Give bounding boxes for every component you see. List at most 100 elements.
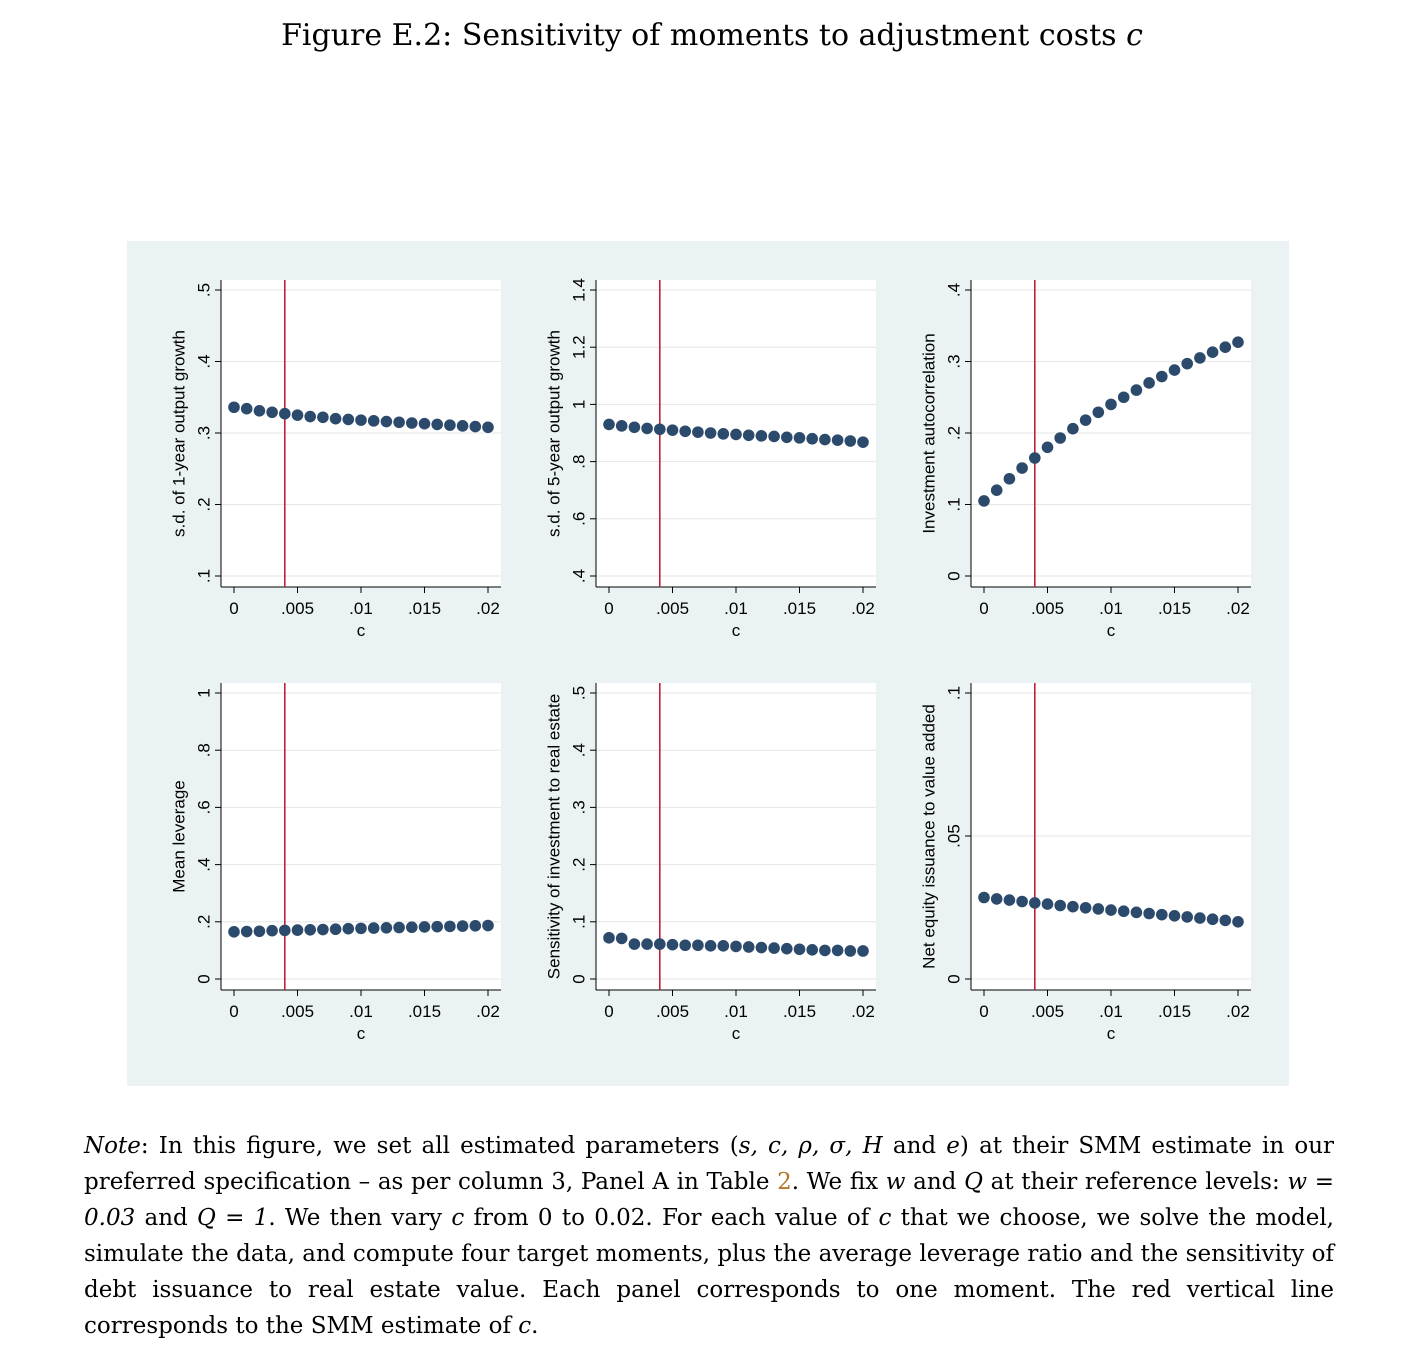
chart-panel-2: .4 .6 .8 1 1.2 1.4 0 .005 .01 .015 .02 c s.d. of 5-y…: [545, 278, 876, 640]
data-point: [418, 417, 431, 430]
note-text-8: . We then vary: [268, 1205, 452, 1231]
data-point: [1168, 364, 1181, 376]
x-axis-title: c: [732, 1024, 741, 1043]
x-tick-label: .02: [851, 599, 875, 618]
data-point: [831, 944, 844, 957]
data-point: [781, 431, 793, 444]
data-point: [1232, 916, 1244, 928]
data-point: [253, 925, 266, 938]
y-tick-label: .05: [945, 824, 964, 848]
y-tick-label: .4: [570, 569, 589, 583]
data-point: [990, 484, 1003, 497]
y-axis-title: s.d. of 5-year output growth: [545, 330, 564, 537]
data-point: [1054, 899, 1066, 912]
x-tick-label: 0: [604, 1002, 613, 1021]
data-point: [1079, 901, 1092, 914]
data-point: [456, 920, 469, 932]
data-point: [1029, 897, 1041, 909]
data-point: [1206, 913, 1219, 926]
data-point: [228, 401, 240, 414]
data-point: [628, 421, 641, 434]
data-point: [1181, 357, 1193, 370]
data-point: [1143, 907, 1155, 920]
data-point: [1143, 377, 1155, 389]
x-axis-title: c: [357, 621, 366, 640]
note-text-1: : In this figure, we set all estimated p…: [140, 1133, 739, 1159]
y-tick-label: 0: [570, 974, 589, 983]
data-point: [253, 405, 266, 417]
data-point: [1156, 908, 1168, 921]
data-point: [1156, 370, 1168, 383]
y-tick-label: .2: [195, 915, 214, 929]
data-point: [317, 923, 329, 936]
data-point: [717, 940, 730, 952]
note-params: s, c, ρ, σ, H: [738, 1133, 883, 1159]
data-point: [692, 426, 704, 438]
x-tick-label: .015: [1158, 599, 1191, 618]
data-point: [380, 415, 393, 428]
data-point: [1079, 414, 1092, 426]
x-tick-label: 0: [979, 599, 988, 618]
data-point: [1041, 441, 1054, 454]
data-point: [692, 939, 704, 952]
data-point: [469, 920, 482, 932]
x-tick-label: .02: [1226, 1002, 1250, 1021]
figure-note: Note: In this figure, we set all estimat…: [84, 1128, 1334, 1344]
x-tick-label: 0: [229, 599, 238, 618]
data-point: [456, 420, 469, 432]
data-point: [1092, 903, 1105, 915]
figure-title: Figure E.2: Sensitivity of moments to ad…: [0, 18, 1424, 53]
note-param-e: e: [946, 1133, 960, 1159]
x-tick-label: .005: [1031, 1002, 1064, 1021]
data-point: [1003, 472, 1016, 485]
x-tick-label: .01: [349, 1002, 373, 1021]
data-point: [615, 420, 628, 432]
data-point: [291, 924, 304, 936]
plot-area: [596, 683, 876, 990]
data-point: [317, 411, 329, 424]
data-point: [781, 942, 793, 955]
data-point: [418, 921, 431, 933]
data-point: [1194, 912, 1206, 924]
x-axis-title: c: [357, 1024, 366, 1043]
data-point: [615, 932, 628, 945]
x-tick-label: .015: [408, 599, 441, 618]
data-point: [228, 926, 240, 938]
note-w: w: [885, 1169, 906, 1195]
note-text-3: ) at their SMM estimate in our preferred…: [84, 1133, 1335, 1195]
y-tick-label: .1: [195, 569, 214, 583]
note-text-7: and: [135, 1205, 198, 1231]
data-point: [1168, 909, 1181, 922]
table-reference-link[interactable]: 2: [777, 1169, 792, 1195]
x-tick-label: .02: [1226, 599, 1250, 618]
data-point: [367, 922, 380, 934]
data-point: [444, 920, 456, 933]
x-tick-label: .01: [1099, 1002, 1123, 1021]
note-w-eq: w = 0.03: [84, 1169, 1334, 1231]
data-point: [755, 941, 768, 954]
note-c-1: c: [451, 1205, 465, 1231]
data-point: [679, 425, 691, 438]
y-axis-title: Investment autocorrelation: [920, 333, 939, 533]
note-text-11: .: [531, 1313, 539, 1339]
data-point: [304, 410, 317, 423]
x-tick-label: .015: [783, 1002, 816, 1021]
x-tick-label: .01: [724, 1002, 748, 1021]
x-tick-label: .015: [408, 1002, 441, 1021]
y-tick-label: .5: [570, 686, 589, 700]
data-point: [1029, 452, 1041, 464]
data-point: [679, 939, 691, 952]
y-tick-label: .1: [945, 686, 964, 700]
note-text-2: and: [882, 1133, 947, 1159]
y-tick-label: 1.2: [570, 335, 589, 359]
y-tick-label: .3: [945, 354, 964, 368]
data-point: [755, 430, 768, 442]
data-point: [844, 945, 857, 957]
data-point: [603, 932, 615, 944]
data-point: [1232, 336, 1244, 348]
data-point: [654, 938, 666, 950]
y-tick-label: .6: [570, 512, 589, 526]
y-tick-label: 1: [570, 400, 589, 409]
figure-title-symbol: c: [1126, 18, 1143, 53]
